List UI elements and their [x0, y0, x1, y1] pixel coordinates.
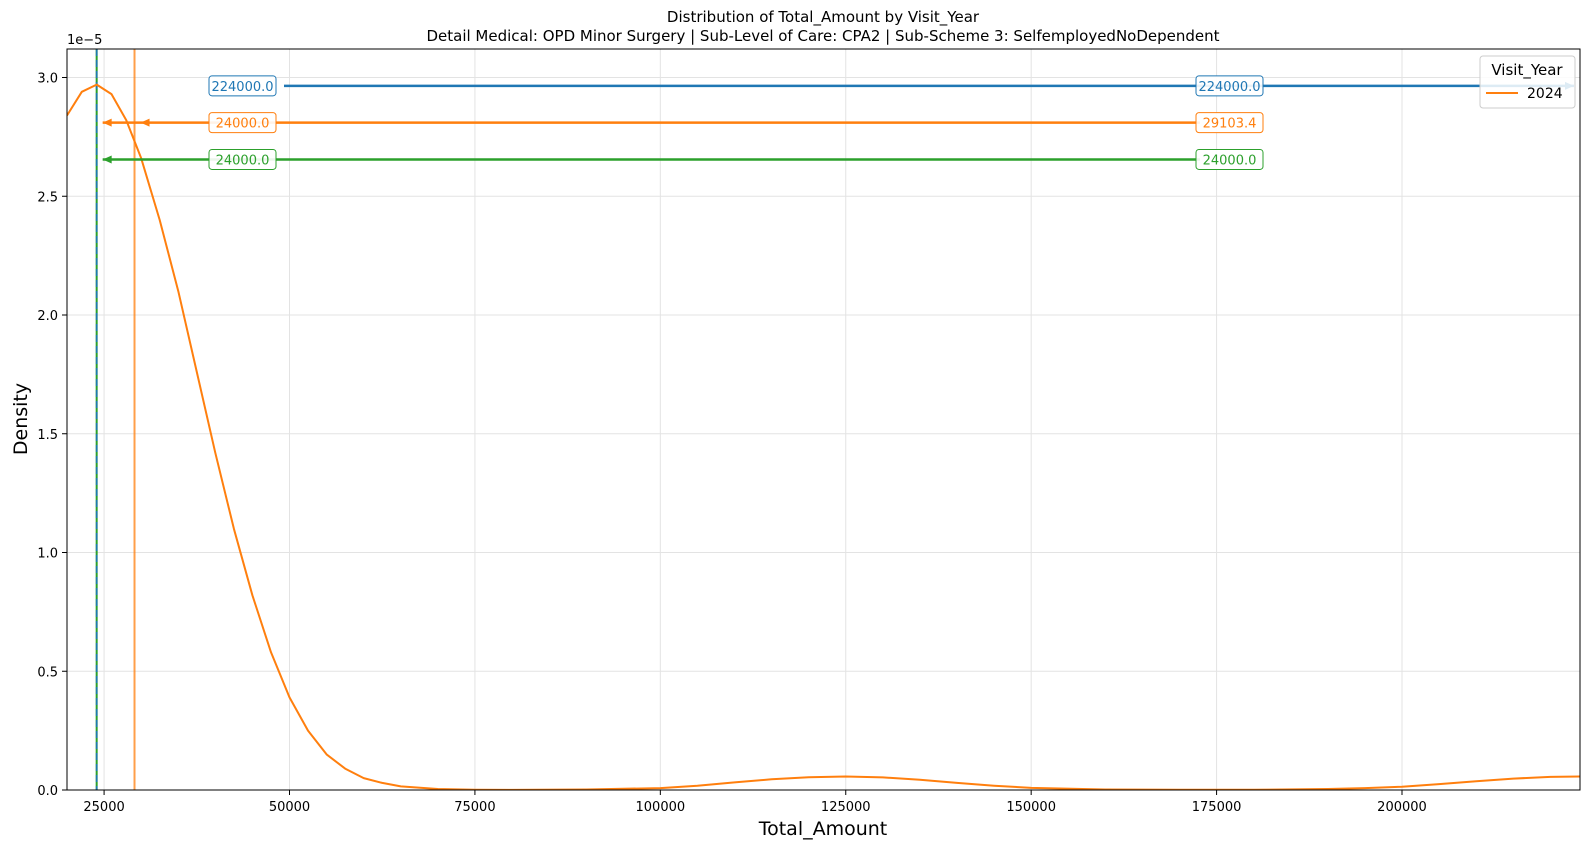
legend-label-2024: 2024: [1527, 86, 1563, 102]
annotation-label-right: 29103.4: [1203, 117, 1257, 132]
x-axis-label: Total_Amount: [758, 818, 888, 840]
x-tick-label: 100000: [636, 800, 686, 815]
annotation-label-left: 224000.0: [211, 80, 273, 95]
y-tick-label: 3.0: [37, 72, 58, 87]
y-tick-label: 1.5: [37, 428, 58, 443]
series-lines: [67, 83, 1580, 790]
chart-subtitle: Detail Medical: OPD Minor Surgery | Sub-…: [426, 27, 1219, 45]
annotation-label-box: [1195, 148, 1264, 170]
x-tick-label: 150000: [1006, 800, 1056, 815]
x-tick-label: 200000: [1377, 800, 1427, 815]
grid-lines: [67, 49, 1580, 791]
x-tick-label: 175000: [1192, 800, 1242, 815]
annotation-arrowhead: [102, 118, 112, 127]
annotation-label-right: 224000.0: [1198, 80, 1260, 95]
annotation-label-box: [1195, 112, 1264, 134]
y-axis-ticks: 0.0 0.5 1.0 1.5 2.0 2.5 3.0: [37, 72, 67, 799]
x-tick-label: 50000: [269, 800, 310, 815]
y-scale-label: 1e−5: [67, 33, 102, 48]
y-axis-label: Density: [10, 383, 32, 455]
series-line-2024: [67, 83, 1580, 790]
y-tick-label: 1.0: [37, 547, 58, 562]
plot-frame: [66, 48, 1581, 791]
legend-title: Visit_Year: [1491, 61, 1563, 80]
annotation-label-left: 24000.0: [216, 117, 270, 132]
annotation-label-box: [1195, 75, 1264, 97]
legend-box: [1479, 55, 1576, 109]
x-tick-label: 75000: [454, 800, 495, 815]
reference-lines: [95, 49, 136, 790]
annotation-label-box: [208, 75, 277, 97]
x-tick-label: 25000: [83, 800, 124, 815]
x-axis-ticks: 25000 50000 75000 100000 125000 150000 175000 2…: [83, 790, 1427, 815]
legend: Visit_Year 2024: [1479, 55, 1576, 109]
annotation-arrowhead: [140, 118, 150, 127]
annotation-arrowhead: [102, 155, 112, 164]
chart-title: Distribution of Total_Amount by Visit_Ye…: [667, 8, 980, 27]
annotation-label-box: [208, 112, 277, 134]
x-tick-label: 125000: [821, 800, 871, 815]
annotation-label-box: [208, 148, 277, 170]
annotation-label-right: 24000.0: [1203, 153, 1257, 168]
annotation-label-left: 24000.0: [216, 153, 270, 168]
y-tick-label: 2.0: [37, 309, 58, 324]
annotations: 224000.0 224000.0 24000.0 29103.4 24000.0 240…: [102, 75, 1574, 170]
y-tick-label: 2.5: [37, 190, 58, 205]
y-tick-label: 0.5: [37, 665, 58, 680]
y-tick-label: 0.0: [37, 784, 58, 799]
